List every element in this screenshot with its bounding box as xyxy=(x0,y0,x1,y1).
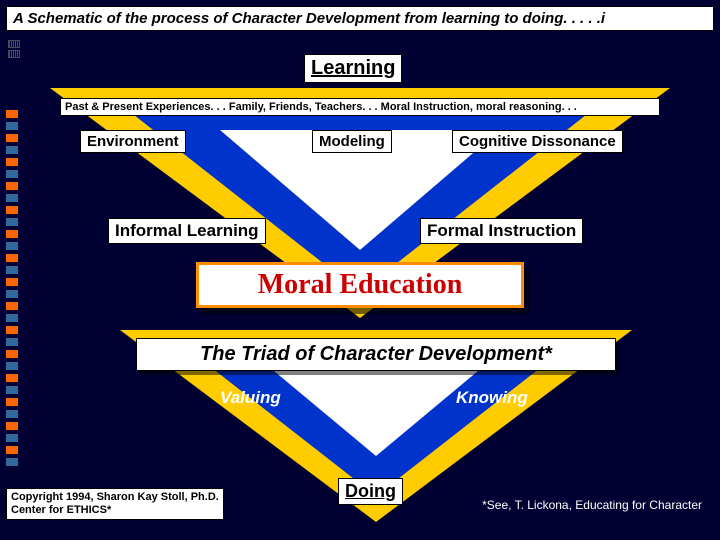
sources-strip: Past & Present Experiences. . . Family, … xyxy=(60,98,660,116)
page-title: A Schematic of the process of Character … xyxy=(6,6,714,31)
informal-learning-box: Informal Learning xyxy=(108,218,266,244)
triad-label-box: The Triad of Character Development* xyxy=(136,338,616,371)
moral-education-box: Moral Education xyxy=(196,262,524,308)
footnote-text: *See, T. Lickona, Educating for Characte… xyxy=(482,498,702,512)
stipple-icon xyxy=(8,40,20,48)
doing-box: Doing xyxy=(338,478,403,505)
modeling-box: Modeling xyxy=(312,130,392,153)
cognitive-dissonance-box: Cognitive Dissonance xyxy=(452,130,623,153)
environment-box: Environment xyxy=(80,130,186,153)
knowing-label: Knowing xyxy=(456,388,528,408)
decor-column xyxy=(6,110,20,470)
learning-box: Learning xyxy=(304,54,402,83)
valuing-label: Valuing xyxy=(220,388,281,408)
stipple-icon xyxy=(8,50,20,58)
formal-instruction-box: Formal Instruction xyxy=(420,218,583,244)
copyright-line1: Copyright 1994, Sharon Kay Stoll, Ph.D. xyxy=(11,491,219,504)
copyright-line2: Center for ETHICS* xyxy=(11,504,219,517)
copyright-box: Copyright 1994, Sharon Kay Stoll, Ph.D. … xyxy=(6,488,224,520)
